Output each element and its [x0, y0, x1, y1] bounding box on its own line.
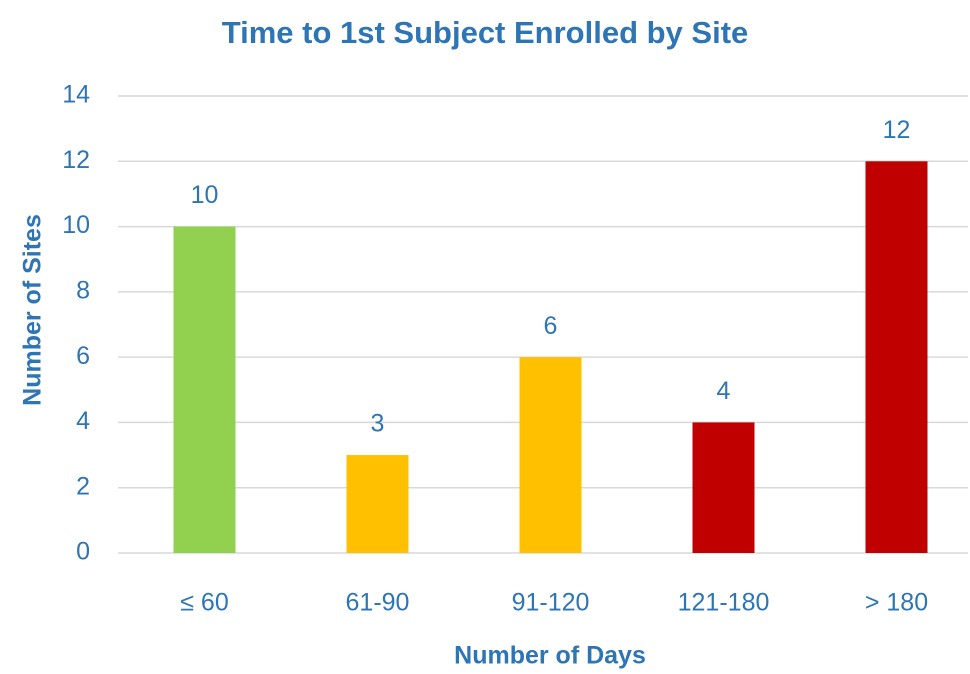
data-label: 3 — [371, 410, 385, 438]
data-label: 6 — [544, 312, 558, 340]
bar — [346, 455, 409, 553]
y-tick-label: 8 — [76, 276, 90, 304]
y-tick-label: 12 — [62, 146, 90, 174]
y-tick-label: 4 — [76, 407, 90, 435]
y-tick-label: 6 — [76, 342, 90, 370]
x-tick-label: 121-180 — [678, 589, 770, 617]
y-tick-label: 0 — [76, 538, 90, 566]
data-label: 12 — [883, 116, 911, 144]
y-tick-label: 10 — [62, 211, 90, 239]
y-axis-title: Number of Sites — [19, 214, 47, 406]
data-label: 10 — [191, 181, 219, 209]
y-tick-label: 2 — [76, 472, 90, 500]
bar — [519, 357, 582, 553]
x-tick-label: 61-90 — [346, 589, 410, 617]
x-axis-title: Number of Days — [454, 642, 646, 670]
bar — [173, 226, 236, 554]
y-tick-label: 14 — [62, 81, 90, 109]
bar — [865, 161, 928, 554]
data-label: 4 — [717, 377, 731, 405]
bar — [692, 422, 755, 553]
x-tick-label: 91-120 — [512, 589, 590, 617]
x-tick-label: > 180 — [865, 589, 928, 617]
x-tick-label: ≤ 60 — [180, 589, 228, 617]
chart-title: Time to 1st Subject Enrolled by Site — [222, 15, 749, 50]
